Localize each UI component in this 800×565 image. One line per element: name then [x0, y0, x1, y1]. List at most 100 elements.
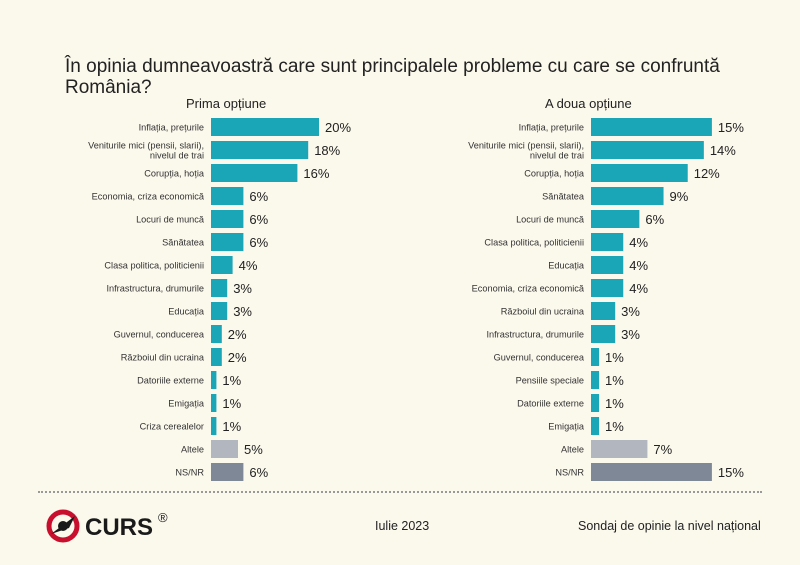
category-label: Veniturile mici (pensii, slarii), nivelul…	[468, 141, 584, 161]
bar-value-label: 6%	[249, 212, 268, 227]
bar-1	[211, 118, 319, 136]
bar-value-label: 6%	[249, 235, 268, 250]
category-label: Inflația, prețurile	[139, 123, 204, 133]
bar-7	[591, 256, 624, 274]
bar-6	[211, 233, 244, 251]
category-label: Războiul din ucraina	[501, 307, 585, 317]
bar-5	[211, 210, 244, 228]
bar-value-label: 2%	[228, 327, 247, 342]
category-label: Altele	[181, 445, 204, 455]
bar-4	[211, 187, 244, 205]
category-label: Inflația, prețurile	[519, 123, 584, 133]
category-label: Clasa politica, politicienii	[104, 261, 204, 271]
bar-value-label: 3%	[233, 304, 252, 319]
category-label: Guvernul, conducerea	[114, 330, 205, 340]
bar-2	[211, 141, 309, 159]
bar-4	[591, 187, 664, 205]
bar-2	[591, 141, 704, 159]
bar-7	[211, 256, 233, 274]
bar-value-label: 4%	[629, 258, 648, 273]
registered-mark: ®	[158, 510, 168, 525]
category-label: Războiul din ucraina	[121, 353, 205, 363]
bar-6	[591, 233, 624, 251]
bar-11	[211, 348, 222, 366]
bar-8	[211, 279, 228, 297]
bar-value-label: 2%	[228, 350, 247, 365]
bar-value-label: 4%	[629, 281, 648, 296]
bar-value-label: 1%	[222, 419, 241, 434]
category-label: Corupția, hoția	[524, 169, 585, 179]
category-label: Datoriile externe	[517, 399, 584, 409]
category-label: Sănătatea	[542, 192, 585, 202]
bar-value-label: 1%	[605, 373, 624, 388]
bar-3	[211, 164, 298, 182]
bar-9	[591, 302, 616, 320]
category-label: Pensiile speciale	[516, 376, 584, 386]
category-label: NS/NR	[175, 468, 204, 478]
bar-value-label: 3%	[233, 281, 252, 296]
curs-logo-text: CURS	[85, 514, 153, 541]
bar-1	[591, 118, 712, 136]
bar-11	[591, 348, 600, 366]
category-label: Locuri de muncă	[516, 215, 585, 225]
curs-logo: CURS ®	[46, 509, 168, 543]
category-label: Datoriile externe	[137, 376, 204, 386]
category-label: NS/NR	[555, 468, 584, 478]
category-label: Infrastructura, drumurile	[106, 284, 204, 294]
bar-value-label: 18%	[314, 143, 340, 158]
bar-value-label: 20%	[325, 120, 351, 135]
chart-title: În opinia dumneavoastră care sunt princi…	[65, 56, 720, 98]
bar-chart-first-option: 20% Inflația, prețurile 18% Veniturile mici…	[88, 118, 351, 481]
category-label: Educația	[168, 307, 205, 317]
bar-value-label: 1%	[605, 396, 624, 411]
bar-15	[211, 440, 238, 458]
bar-14	[211, 417, 217, 435]
bar-value-label: 4%	[629, 235, 648, 250]
bar-16	[211, 463, 244, 481]
bar-value-label: 16%	[303, 166, 329, 181]
bar-value-label: 3%	[621, 327, 640, 342]
category-label: Corupția, hoția	[144, 169, 205, 179]
footer-divider	[38, 491, 762, 493]
bar-12	[211, 371, 217, 389]
survey-date: Iulie 2023	[375, 519, 430, 533]
bar-value-label: 4%	[239, 258, 258, 273]
category-label: Emigația	[168, 399, 205, 409]
bar-3	[591, 164, 688, 182]
category-label: Infrastructura, drumurile	[486, 330, 584, 340]
category-label: Altele	[561, 445, 584, 455]
bar-value-label: 15%	[718, 465, 744, 480]
bar-value-label: 6%	[249, 465, 268, 480]
bar-value-label: 1%	[605, 419, 624, 434]
bar-value-label: 6%	[249, 189, 268, 204]
bar-16	[591, 463, 712, 481]
bar-value-label: 7%	[653, 442, 672, 457]
panel-title-second-option: A doua opțiune	[545, 96, 632, 111]
bar-value-label: 5%	[244, 442, 263, 457]
bar-chart-second-option: 15% Inflația, prețurile 14% Veniturile mici…	[468, 118, 744, 481]
survey-subtitle: Sondaj de opinie la nivel național	[578, 519, 761, 533]
bar-13	[211, 394, 217, 412]
bar-15	[591, 440, 648, 458]
bar-13	[591, 394, 600, 412]
category-label: Sănătatea	[162, 238, 205, 248]
bar-9	[211, 302, 228, 320]
category-label: Criza cerealelor	[140, 422, 204, 432]
bar-value-label: 12%	[694, 166, 720, 181]
bar-value-label: 1%	[222, 373, 241, 388]
category-label: Clasa politica, politicienii	[484, 238, 584, 248]
category-label: Guvernul, conducerea	[494, 353, 585, 363]
bar-5	[591, 210, 640, 228]
bar-8	[591, 279, 624, 297]
category-label: Veniturile mici (pensii, slarii), nivelul…	[88, 141, 204, 161]
bar-value-label: 6%	[645, 212, 664, 227]
category-label: Emigația	[548, 422, 585, 432]
bar-12	[591, 371, 600, 389]
bar-value-label: 3%	[621, 304, 640, 319]
bar-10	[211, 325, 222, 343]
bar-value-label: 9%	[670, 189, 689, 204]
curs-logo-mark-icon	[46, 509, 80, 543]
category-label: Economia, criza economică	[92, 192, 205, 202]
panel-title-first-option: Prima opțiune	[186, 96, 267, 111]
bar-value-label: 14%	[710, 143, 736, 158]
